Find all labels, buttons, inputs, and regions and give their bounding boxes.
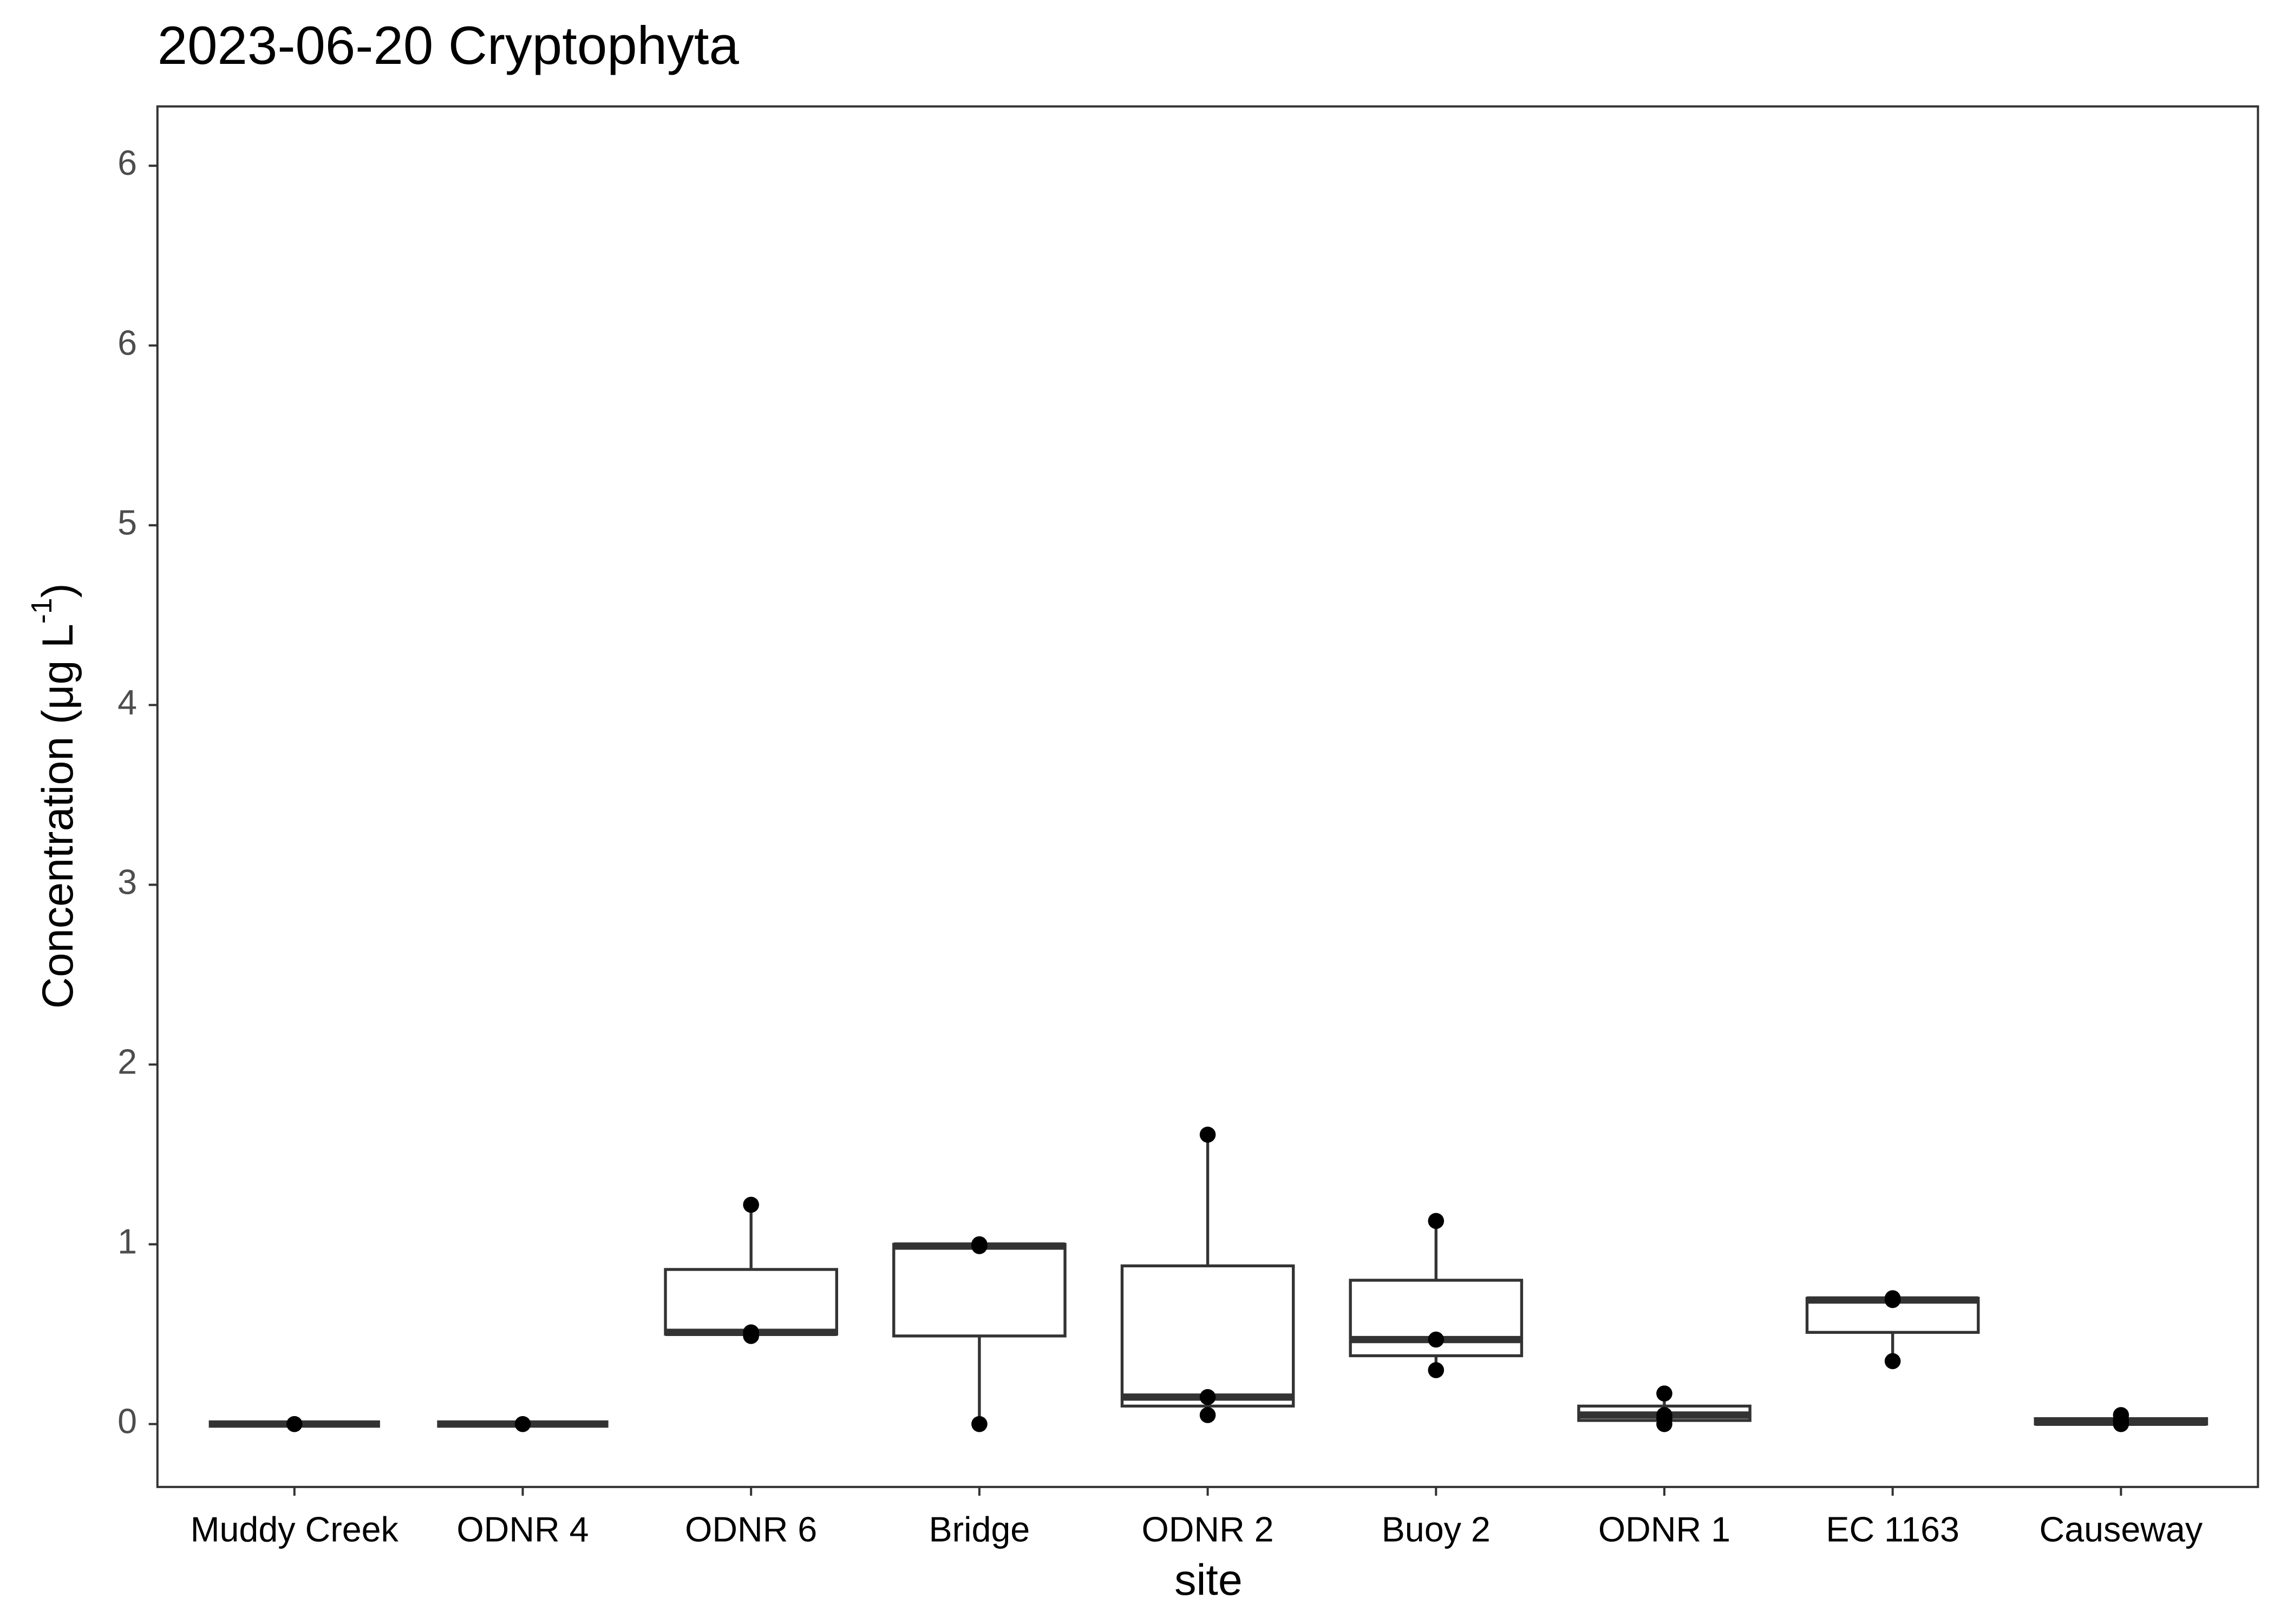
box bbox=[892, 1242, 1067, 1338]
y-tick-label: 3 bbox=[117, 862, 137, 901]
data-point bbox=[1428, 1331, 1445, 1348]
data-point bbox=[286, 1416, 303, 1432]
y-tick-label: 6 bbox=[117, 323, 137, 362]
y-tick-label: 2 bbox=[117, 1043, 137, 1082]
data-point bbox=[743, 1328, 759, 1344]
x-axis-title: site bbox=[1174, 1556, 1243, 1605]
y-tick-label: 5 bbox=[117, 503, 137, 542]
x-tick-label: Buoy 2 bbox=[1382, 1510, 1491, 1549]
data-point bbox=[1199, 1127, 1216, 1143]
data-point bbox=[2113, 1416, 2129, 1432]
y-tick-label: 4 bbox=[117, 683, 137, 722]
x-tick-label: ODNR 6 bbox=[685, 1510, 817, 1549]
data-point bbox=[971, 1416, 988, 1432]
data-point bbox=[1884, 1292, 1901, 1308]
data-point bbox=[1428, 1213, 1445, 1229]
data-point bbox=[1199, 1407, 1216, 1423]
y-tick-label: 6 bbox=[117, 143, 137, 182]
data-point bbox=[743, 1196, 759, 1213]
y-axis-title-close: ) bbox=[34, 583, 82, 598]
data-point bbox=[1656, 1385, 1672, 1402]
y-axis-title-main: Concentration (μg L bbox=[34, 624, 82, 1009]
y-tick-label: 1 bbox=[117, 1222, 137, 1261]
data-point bbox=[514, 1416, 531, 1432]
x-tick-label: Muddy Creek bbox=[191, 1510, 399, 1549]
y-axis-title: Concentration (μg L-1) bbox=[25, 583, 82, 1009]
x-tick-label: ODNR 2 bbox=[1142, 1510, 1274, 1549]
x-tick-label: EC 1163 bbox=[1826, 1510, 1959, 1549]
chart-title: 2023-06-20 Cryptophyta bbox=[158, 16, 740, 76]
data-point bbox=[1428, 1362, 1445, 1378]
data-point bbox=[1656, 1416, 1672, 1432]
data-point bbox=[1199, 1389, 1216, 1405]
y-tick-label: 0 bbox=[117, 1402, 137, 1441]
data-point bbox=[1884, 1353, 1901, 1370]
y-axis-title-superscript: -1 bbox=[25, 598, 58, 624]
x-tick-label: Bridge bbox=[929, 1510, 1030, 1549]
box bbox=[664, 1268, 839, 1336]
box bbox=[1805, 1296, 1980, 1334]
box bbox=[1120, 1264, 1295, 1408]
data-point bbox=[971, 1238, 988, 1254]
x-tick-label: ODNR 4 bbox=[456, 1510, 589, 1549]
x-tick-label: Causeway bbox=[2040, 1510, 2203, 1549]
x-tick-label: ODNR 1 bbox=[1598, 1510, 1730, 1549]
